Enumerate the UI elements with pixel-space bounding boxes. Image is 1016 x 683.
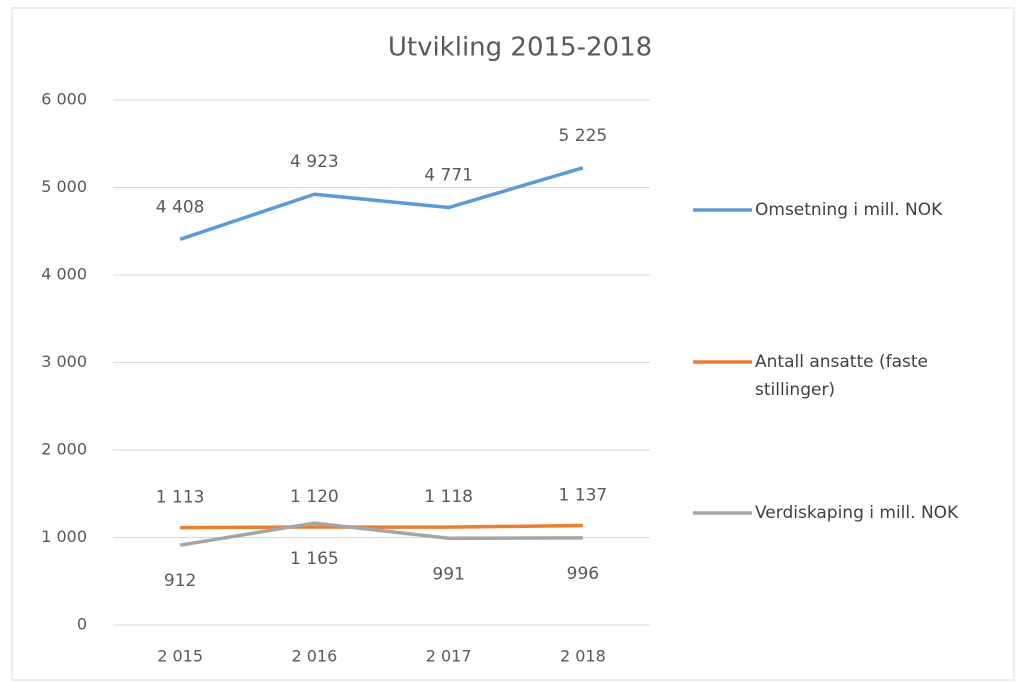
legend-label: Omsetning i mill. NOK xyxy=(755,200,943,220)
x-tick-label: 2 017 xyxy=(426,647,472,666)
y-tick-label: 5 000 xyxy=(41,177,87,196)
data-label: 1 137 xyxy=(559,486,608,506)
y-tick-label: 1 000 xyxy=(41,527,87,546)
x-tick-label: 2 016 xyxy=(291,647,337,666)
data-label: 4 923 xyxy=(290,152,339,172)
legend-label: Antall ansatte (faste stillinger) xyxy=(755,352,929,400)
data-label: 4 771 xyxy=(424,166,473,186)
y-tick-label: 3 000 xyxy=(41,352,87,371)
data-label: 4 408 xyxy=(156,197,205,217)
x-tick-label: 2 015 xyxy=(157,647,203,666)
data-label: 1 120 xyxy=(290,487,339,507)
x-tick-label: 2 018 xyxy=(560,647,606,666)
y-tick-label: 6 000 xyxy=(41,90,87,109)
y-tick-label: 0 xyxy=(77,615,87,634)
series-line xyxy=(179,166,584,241)
data-label: 1 118 xyxy=(424,487,473,507)
data-label: 912 xyxy=(164,571,196,591)
series-line xyxy=(179,521,583,547)
y-tick-label: 2 000 xyxy=(41,440,87,459)
data-label: 1 113 xyxy=(156,488,205,508)
legend-label: Verdiskaping i mill. NOK xyxy=(755,503,959,523)
data-label: 991 xyxy=(432,564,464,584)
chart-border xyxy=(11,7,1015,681)
data-label: 5 225 xyxy=(559,126,608,146)
data-label: 996 xyxy=(567,564,599,584)
series-line xyxy=(180,523,583,530)
y-tick-label: 4 000 xyxy=(41,265,87,284)
data-label: 1 165 xyxy=(290,549,339,569)
chart-title: Utvikling 2015-2018 xyxy=(388,33,652,63)
